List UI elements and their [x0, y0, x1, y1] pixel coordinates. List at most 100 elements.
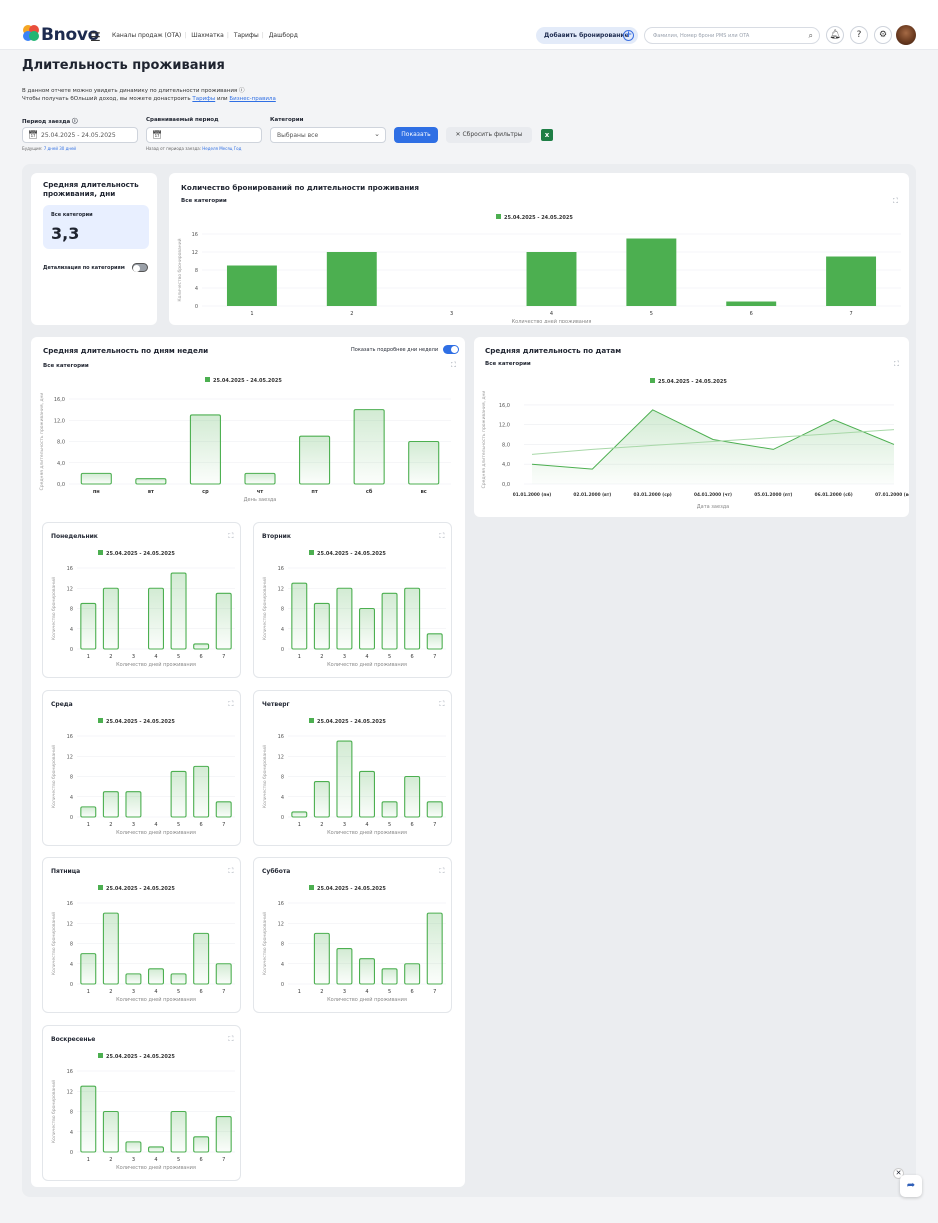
bar	[125, 1141, 142, 1153]
main-chart-subtitle: Все категории	[181, 198, 227, 204]
expand-icon[interactable]: ⛶	[451, 361, 456, 369]
weekday-toggle-label: Показать подробнее дни недели	[351, 347, 439, 353]
bar	[336, 587, 353, 650]
x-tick-label: 7	[433, 654, 436, 660]
y-tick-label: 16	[67, 901, 73, 907]
x-tick-label: 6	[750, 311, 753, 317]
y-tick-label: 8	[281, 607, 284, 613]
x-tick-label: 4	[154, 989, 157, 995]
search-input[interactable]: Фамилия, Номер брони PMS или OTA ⌕	[644, 27, 820, 44]
info-icon[interactable]: ⓘ	[239, 88, 245, 94]
y-tick-label: 8	[195, 268, 198, 274]
y-tick-label: 8	[70, 775, 73, 781]
bar	[381, 592, 398, 650]
weekday-detail-toggle[interactable]	[443, 345, 459, 354]
compare-label: Сравниваемый период	[146, 117, 219, 123]
bar	[408, 440, 440, 485]
x-tick-label: 4	[365, 822, 368, 828]
x-tick-label: 7	[222, 654, 225, 660]
compare-date-input[interactable]: 📅︎	[146, 127, 262, 143]
bar	[193, 1136, 210, 1153]
y-tick-label: 12	[67, 586, 73, 592]
series-line	[531, 409, 895, 470]
y-tick-label: 8,0	[57, 440, 65, 446]
x-tick-label: 3	[450, 311, 453, 317]
nav-chessboard[interactable]: Шахматка	[191, 32, 224, 39]
bar	[193, 765, 210, 818]
x-axis-label: Количество дней проживания	[327, 996, 407, 1003]
y-tick-label: 12	[278, 921, 284, 927]
avatar[interactable]	[896, 25, 916, 45]
y-axis-label: Количество бронирований	[176, 238, 183, 301]
period-date-input[interactable]: 📅︎ 25.04.2025 - 24.05.2025	[22, 127, 138, 143]
nav-dashboard[interactable]: Дашборд	[268, 32, 298, 39]
category-detail-toggle[interactable]	[132, 263, 148, 272]
close-icon[interactable]: ✕	[893, 1168, 904, 1179]
gear-icon[interactable]: ⚙	[874, 26, 892, 44]
x-tick-label: 07.01.2000 (вс)	[875, 492, 909, 498]
y-axis-label: Средняя длительность проживания, дни	[39, 393, 45, 491]
y-tick-label: 4	[281, 962, 284, 968]
x-tick-label: 4	[550, 311, 553, 317]
y-tick-label: 16,0	[499, 403, 510, 409]
bar	[313, 781, 330, 818]
y-tick-label: 0	[70, 982, 73, 988]
y-tick-label: 0	[281, 647, 284, 653]
reset-filters-button[interactable]: ✕ Сбросить фильтры	[446, 127, 532, 143]
y-tick-label: 16	[278, 566, 284, 572]
x-tick-label: 1	[87, 654, 90, 660]
brand-name[interactable]: Bnovo	[41, 25, 100, 45]
nav-ota[interactable]: Каналы продаж (OTA)	[112, 32, 182, 39]
legend-swatch	[309, 550, 314, 555]
weekday-card: Средняя длительность по дням недели Пока…	[31, 337, 465, 1187]
y-tick-label: 12	[67, 1089, 73, 1095]
day-chart-title: Четверг	[262, 701, 290, 708]
expand-icon[interactable]: ⛶	[893, 197, 898, 205]
legend-swatch	[98, 1053, 103, 1058]
bell-icon[interactable]: 🔔︎	[826, 26, 844, 44]
x-tick-label: 1	[250, 311, 253, 317]
category-value: Выбраны все	[277, 132, 319, 139]
legend-label: 25.04.2025 - 24.05.2025	[317, 886, 386, 892]
bar	[102, 912, 119, 985]
expand-icon: ⛶	[440, 700, 445, 708]
bar	[193, 932, 210, 985]
page-title: Длительность проживания	[22, 58, 225, 73]
bar	[102, 1110, 119, 1153]
x-tick-label: 3	[132, 822, 135, 828]
x-tick-label: 1	[298, 654, 301, 660]
x-tick-label: 6	[200, 989, 203, 995]
compare-quicklinks: Назад от периода заезда: Неделя Месяц Го…	[146, 146, 242, 151]
x-tick-label: 3	[343, 822, 346, 828]
y-tick-label: 12	[67, 754, 73, 760]
excel-export-icon[interactable]: x	[541, 129, 553, 141]
share-icon[interactable]: ➦	[900, 1175, 922, 1197]
add-booking-button[interactable]: Добавить бронирование +	[536, 27, 638, 44]
business-rules-link[interactable]: Бизнес-правила	[229, 96, 276, 102]
expand-icon[interactable]: ⛶	[894, 360, 899, 368]
x-tick-label: 02.01.2000 (вт)	[573, 492, 611, 498]
show-button[interactable]: Показать	[394, 127, 438, 143]
y-tick-label: 4,0	[502, 462, 510, 468]
future-links[interactable]: 7 дней 30 дней	[43, 146, 77, 151]
bar	[359, 607, 375, 650]
nav-tariffs[interactable]: Тарифы	[233, 32, 259, 39]
x-axis-label: Количество дней проживания	[327, 829, 407, 836]
search-icon[interactable]: ⌕	[808, 31, 813, 40]
weekday-title: Средняя длительность по дням недели	[43, 346, 209, 355]
day-chart-title: Суббота	[262, 868, 290, 875]
bar	[626, 238, 677, 306]
category-select[interactable]: Выбраны все ⌄	[270, 127, 386, 143]
bar	[326, 252, 377, 306]
x-tick-label: 5	[650, 311, 653, 317]
x-axis-label: Количество дней проживания	[116, 1164, 196, 1171]
help-icon[interactable]: ?	[850, 26, 868, 44]
tariffs-link[interactable]: Тарифы	[192, 96, 216, 102]
menu-icon[interactable]: ☰	[90, 30, 101, 44]
fri-chart-card: Пятница ⛶ 25.04.2025 - 24.05.2025 0 4 8 12 16 1 2…	[42, 857, 241, 1013]
bnovo-logo-icon[interactable]	[22, 24, 40, 42]
expand-icon: ⛶	[229, 700, 234, 708]
compare-links[interactable]: Неделя Месяц Год	[202, 146, 242, 151]
